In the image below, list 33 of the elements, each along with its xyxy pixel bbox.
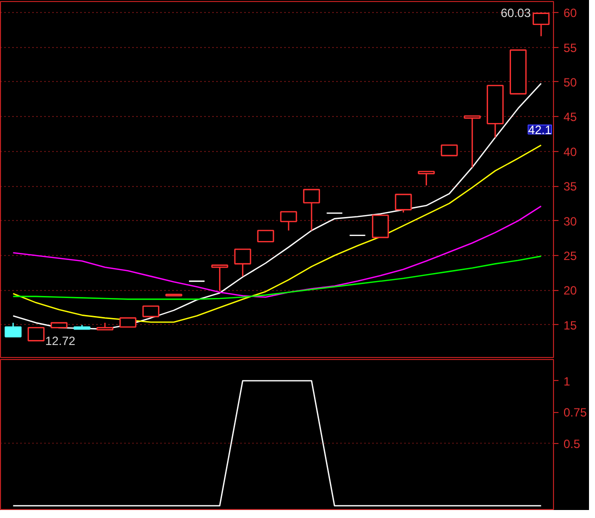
candlestick <box>303 188 320 232</box>
y-tick-label: 35 <box>564 180 578 194</box>
line-series <box>12 206 542 298</box>
candlestick <box>142 305 160 318</box>
y-tick-label: 30 <box>564 214 578 228</box>
y-tick-label: 1 <box>564 374 570 388</box>
candlestick <box>532 12 550 37</box>
candlestick <box>234 248 252 277</box>
candlestick <box>440 144 458 156</box>
candlestick <box>418 170 435 186</box>
y-tick-label: 40 <box>564 144 578 159</box>
y-tick-label: 0.5 <box>564 436 581 451</box>
candlestick <box>119 317 136 328</box>
line-series <box>12 256 542 300</box>
y-tick-label: 60 <box>564 6 578 20</box>
annotation: 60.03 <box>500 6 532 20</box>
candlestick <box>211 264 228 292</box>
annotation: 42.1 <box>528 123 552 137</box>
y-tick-label: 45 <box>564 110 578 124</box>
y-tick-label: 15 <box>564 318 578 332</box>
y-tick-label: 50 <box>564 76 578 90</box>
y-tick-label: 55 <box>564 40 578 55</box>
candlestick <box>394 194 412 214</box>
candlestick <box>280 211 298 232</box>
annotation: 12.72 <box>45 334 76 348</box>
y-tick-label: 25 <box>564 248 578 263</box>
candlestick <box>372 214 389 238</box>
candlestick <box>4 322 22 338</box>
y-tick-label: 0.75 <box>564 406 588 420</box>
candlestick <box>28 327 45 342</box>
y-tick-label: 20 <box>564 284 578 298</box>
line-series <box>12 144 542 323</box>
candlestick <box>257 230 274 242</box>
